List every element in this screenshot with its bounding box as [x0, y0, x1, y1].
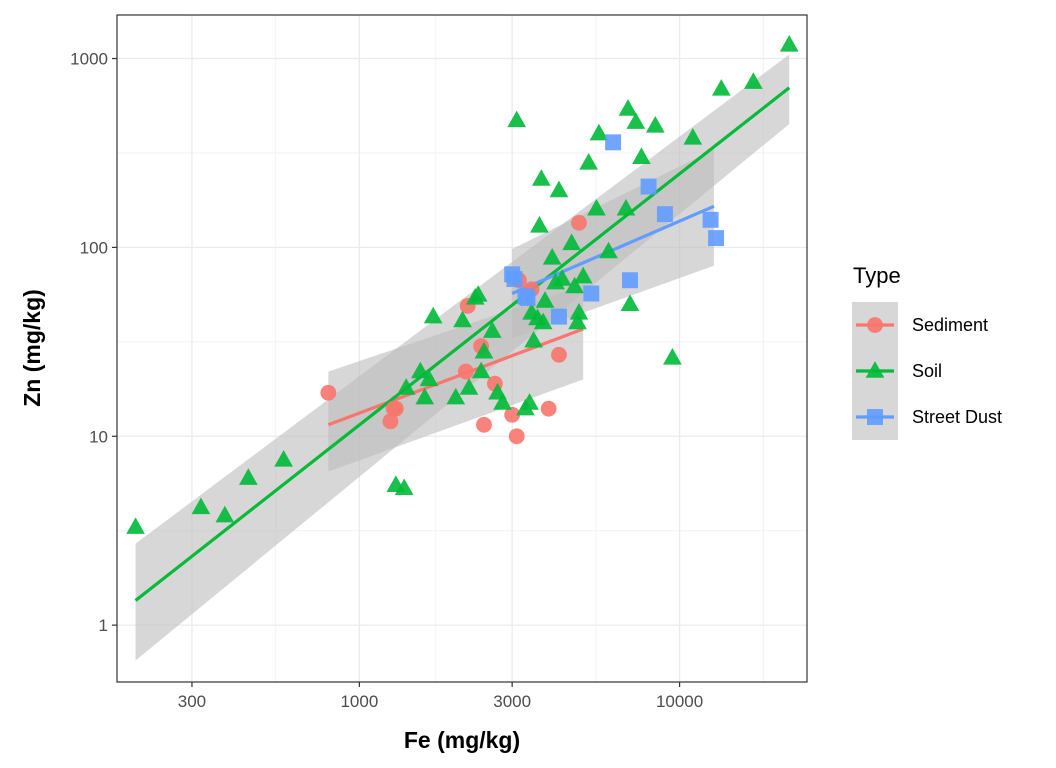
point-soil: [507, 110, 527, 128]
point-street-dust: [702, 211, 719, 228]
point-soil: [626, 112, 646, 129]
x-tick-label: 1000: [340, 692, 378, 711]
trend-line-soil: [134, 86, 791, 602]
point-soil: [569, 303, 589, 320]
point-soil: [530, 215, 549, 233]
point-soil: [238, 468, 258, 485]
point-street-dust: [708, 230, 725, 247]
data-points: [126, 35, 799, 534]
point-street-dust: [550, 308, 567, 325]
x-axis-title: Fe (mg/kg): [404, 727, 520, 753]
point-soil: [573, 266, 593, 284]
axes: 300 1000 3000 10000 1 10 100 1000: [70, 50, 703, 711]
y-axis-title: Zn (mg/kg): [19, 289, 45, 407]
x-tick-label: 3000: [493, 692, 531, 711]
point-soil: [542, 247, 562, 265]
point-street-dust: [640, 178, 657, 195]
point-soil: [274, 449, 293, 467]
y-tick-label: 1: [99, 616, 108, 635]
point-sediment: [504, 406, 521, 423]
point-soil: [616, 198, 636, 216]
point-soil: [410, 361, 430, 379]
point-soil: [744, 72, 763, 89]
point-soil: [394, 478, 414, 496]
plot-border: [116, 14, 808, 683]
point-soil: [415, 387, 435, 405]
confidence-band-street-dust: [512, 149, 714, 339]
y-tick-label: 100: [80, 238, 108, 257]
point-soil: [531, 169, 551, 186]
point-soil: [459, 378, 479, 395]
legend-key-marker-sediment: [867, 317, 883, 333]
point-soil: [620, 294, 640, 311]
point-soil: [711, 79, 731, 96]
point-soil: [562, 233, 581, 251]
point-soil: [587, 198, 606, 216]
point-soil: [520, 393, 539, 410]
point-soil: [482, 321, 502, 338]
y-tick-label: 10: [89, 427, 108, 446]
point-soil: [446, 387, 466, 405]
legend-key-marker-street-dust: [867, 409, 883, 425]
point-street-dust: [605, 134, 622, 151]
point-sediment: [508, 428, 525, 445]
point-soil: [579, 153, 598, 170]
point-soil: [191, 497, 211, 515]
point-street-dust: [583, 285, 600, 302]
point-soil: [599, 241, 618, 259]
point-sediment: [387, 400, 404, 417]
point-soil: [419, 369, 439, 387]
legend-title: Type: [853, 263, 901, 288]
point-soil: [474, 341, 494, 359]
point-soil: [589, 123, 609, 141]
point-soil: [423, 306, 443, 324]
point-street-dust: [656, 206, 673, 223]
point-soil: [549, 180, 569, 198]
point-soil: [568, 312, 587, 330]
point-soil: [493, 393, 512, 410]
point-soil: [618, 99, 638, 116]
point-street-dust: [506, 271, 523, 288]
point-sediment: [320, 384, 337, 401]
point-soil: [533, 312, 553, 330]
point-soil: [524, 330, 543, 348]
point-sediment: [457, 363, 474, 380]
x-tick-label: 300: [178, 692, 206, 711]
point-soil: [453, 310, 472, 328]
point-soil: [683, 128, 703, 145]
legend: Type Sediment Soil Street Dust: [852, 263, 1002, 440]
point-soil: [779, 35, 799, 52]
legend-label-sediment: Sediment: [912, 315, 988, 335]
legend-label-soil: Soil: [912, 361, 942, 381]
point-soil: [663, 348, 682, 365]
point-soil: [126, 517, 145, 534]
legend-label-street-dust: Street Dust: [912, 407, 1002, 427]
point-street-dust: [622, 272, 638, 289]
legend-keys: Sediment Soil Street Dust: [852, 302, 1002, 440]
point-sediment: [571, 214, 587, 231]
point-sediment: [476, 416, 492, 433]
y-tick-label: 1000: [70, 50, 108, 69]
x-tick-label: 10000: [656, 692, 703, 711]
point-sediment: [551, 346, 567, 363]
point-sediment: [540, 400, 557, 417]
point-soil: [645, 115, 665, 133]
point-soil: [565, 276, 584, 294]
point-street-dust: [519, 289, 536, 306]
point-soil: [552, 269, 572, 286]
point-sediment: [382, 413, 399, 430]
point-soil: [535, 291, 555, 308]
point-soil: [396, 378, 416, 395]
legend-key-marker-soil: [865, 361, 885, 378]
point-soil: [471, 361, 491, 379]
point-soil: [215, 505, 235, 523]
point-soil: [468, 285, 488, 302]
point-soil: [632, 147, 651, 164]
